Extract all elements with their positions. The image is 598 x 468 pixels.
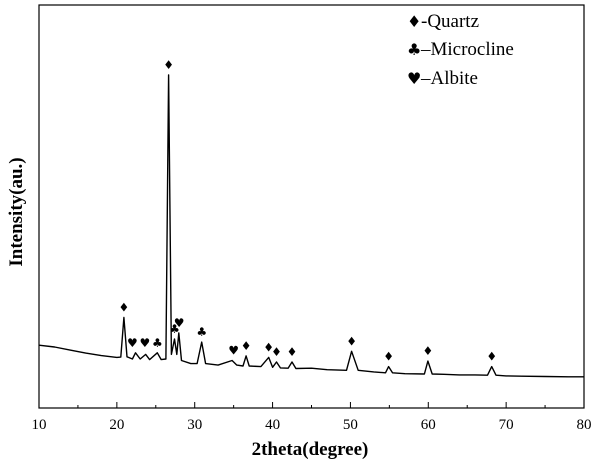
- peak-marker: ♦: [383, 350, 394, 364]
- x-tick-label-20: 20: [109, 417, 124, 433]
- legend-symbol-quartz: ♦: [407, 12, 421, 31]
- peak-marker: ♦: [241, 339, 252, 353]
- x-tick-label-70: 70: [499, 417, 514, 433]
- xrd-pattern-line: [38, 74, 584, 378]
- peak-marker: ♥: [140, 336, 151, 350]
- legend-symbol-albite: ♥: [407, 69, 421, 88]
- plot-frame: [38, 4, 585, 409]
- legend-label-albite: –Albite: [420, 68, 478, 89]
- x-tick-label-30: 30: [187, 417, 202, 433]
- peak-marker: ♦: [163, 58, 174, 72]
- legend-label-microcline: –Microcline: [420, 39, 514, 60]
- peak-marker: ♦: [271, 345, 282, 359]
- legend-label-quartz: -Quartz: [421, 11, 479, 32]
- x-tick-label-50: 50: [343, 417, 358, 433]
- peak-marker: ♦: [486, 350, 497, 364]
- x-tick-label-40: 40: [265, 417, 280, 433]
- peak-marker: ♣: [169, 322, 180, 336]
- peak-marker: ♦: [263, 340, 274, 354]
- y-axis-title: Intensity(au.): [6, 157, 27, 266]
- peak-marker: ♥: [228, 344, 239, 358]
- plot-layer: 10 20 30 40 50 60 70 80♦♥ ♥ ♣♦♣♥♣♥ ♦ ♦♦ ♦♦♦ ♦ ♦: [32, 4, 592, 433]
- peak-marker: ♣: [152, 336, 163, 350]
- x-tick-label-60: 60: [421, 417, 436, 433]
- peak-marker: ♦: [287, 345, 298, 359]
- x-tick-label-10: 10: [32, 417, 47, 433]
- peak-marker: ♥: [174, 316, 185, 330]
- peak-marker: ♣: [196, 325, 207, 339]
- x-axis-title: 2theta(degree): [252, 439, 369, 460]
- peak-marker: ♦: [118, 301, 129, 315]
- peak-marker: ♥: [127, 336, 138, 350]
- legend: ♦ -Quartz ♣ –Microcline ♥ –Albite: [407, 11, 514, 89]
- legend-symbol-microcline: ♣: [407, 40, 421, 59]
- x-tick-label-80: 80: [577, 417, 592, 433]
- peak-marker: ♦: [346, 334, 357, 348]
- peak-marker: ♦: [423, 344, 434, 358]
